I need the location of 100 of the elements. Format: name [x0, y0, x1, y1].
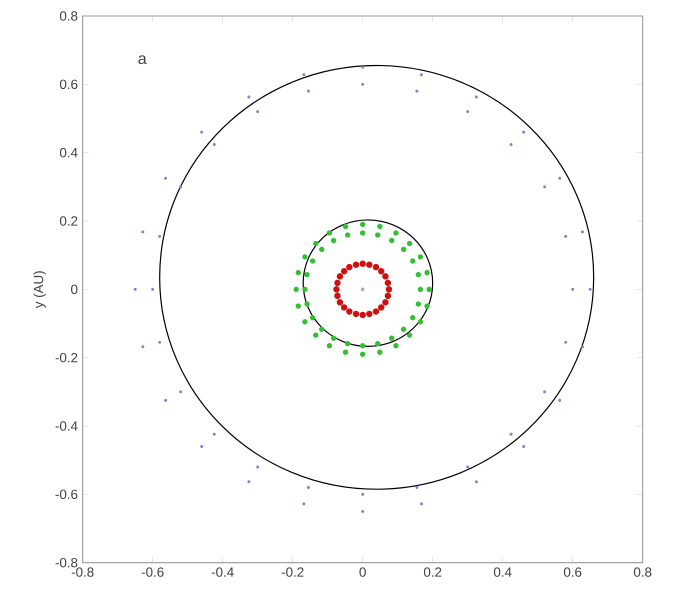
point [386, 286, 392, 293]
point [304, 272, 310, 278]
point [212, 142, 216, 146]
point [382, 273, 389, 280]
point [134, 288, 137, 291]
point [334, 292, 341, 300]
point [415, 486, 418, 489]
point [522, 445, 526, 448]
point [424, 303, 430, 309]
point [415, 90, 418, 93]
x-tick-label: 0 [359, 567, 366, 577]
point [330, 336, 336, 341]
point [361, 510, 364, 513]
point [400, 246, 406, 252]
point [360, 352, 366, 357]
point [304, 301, 310, 307]
point [313, 240, 318, 246]
point [360, 343, 366, 348]
point [352, 262, 360, 268]
point [406, 240, 412, 246]
x-tick-label: 0.6 [564, 567, 582, 577]
point [319, 246, 324, 252]
point [416, 272, 421, 278]
point [294, 286, 299, 292]
y-tick-label: 0.8 [60, 11, 78, 21]
point [360, 287, 365, 292]
point [158, 234, 162, 238]
point [342, 350, 348, 355]
point [342, 224, 348, 230]
point [393, 343, 399, 348]
point [466, 110, 470, 114]
point [382, 299, 389, 306]
point [424, 270, 430, 276]
point [151, 288, 154, 291]
point [334, 280, 341, 286]
point [393, 230, 399, 236]
point [564, 234, 568, 238]
point [474, 95, 478, 98]
point [375, 232, 380, 238]
point [378, 304, 384, 311]
point [141, 345, 144, 348]
point [310, 315, 316, 320]
point [302, 319, 308, 324]
point [360, 222, 366, 228]
point [581, 345, 584, 348]
point [164, 398, 168, 402]
point [361, 492, 364, 496]
point [336, 299, 344, 306]
point [302, 286, 308, 292]
point [372, 264, 380, 270]
point [406, 332, 412, 338]
point [256, 110, 260, 114]
point [247, 480, 250, 484]
point [420, 73, 423, 76]
point [200, 445, 204, 448]
y-axis-title: y (AU) [33, 271, 46, 308]
point [522, 130, 526, 134]
y-tick-label: -0.6 [56, 490, 78, 500]
point [302, 73, 306, 76]
point [361, 82, 364, 86]
point [474, 480, 478, 484]
point [346, 308, 353, 315]
point [360, 230, 366, 236]
point [326, 343, 332, 348]
point [375, 340, 380, 346]
point [326, 230, 332, 236]
point [179, 185, 182, 188]
point [426, 286, 432, 292]
point [558, 176, 562, 180]
y-tick-label: 0.4 [60, 148, 78, 158]
point [416, 301, 421, 307]
point [372, 308, 380, 315]
x-tick-label: 0.2 [424, 567, 442, 577]
annotation: a [138, 55, 147, 64]
x-tick-label: 0.8 [634, 567, 652, 577]
point [256, 466, 260, 468]
point [384, 280, 392, 286]
point [200, 130, 204, 134]
point [302, 254, 308, 260]
point [581, 230, 584, 234]
y-tick-label: 0.6 [60, 80, 78, 90]
point [418, 286, 424, 292]
point [340, 268, 348, 274]
point [361, 66, 364, 69]
point [212, 432, 216, 436]
point [410, 258, 416, 264]
y-tick-label: -0.4 [56, 421, 78, 431]
point [384, 292, 392, 300]
point [164, 176, 168, 180]
y-tick-label: -0.2 [56, 352, 78, 362]
point [310, 258, 316, 264]
point [571, 288, 574, 291]
point [344, 232, 350, 238]
point [466, 466, 470, 468]
point [510, 142, 513, 146]
point [510, 432, 513, 436]
point [247, 95, 250, 98]
point [319, 326, 324, 332]
point [179, 390, 182, 394]
point [306, 90, 310, 93]
